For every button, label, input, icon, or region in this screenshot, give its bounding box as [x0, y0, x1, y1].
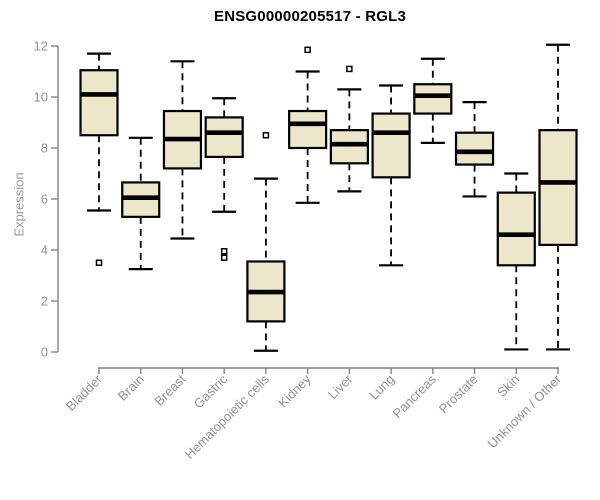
y-tick-label: 8: [41, 141, 48, 156]
y-tick-label: 10: [34, 90, 48, 105]
x-tick-label: Pancreas: [389, 371, 439, 421]
chart-title: ENSG00000205517 - RGL3: [213, 8, 406, 25]
x-tick-label: Breast: [151, 371, 188, 408]
box-unknown-other: [538, 129, 578, 246]
y-tick-label: 6: [41, 192, 48, 207]
box-prostate: [454, 131, 495, 166]
box-kidney: [288, 109, 328, 150]
box-bladder: [79, 69, 119, 137]
outlier-point-gastric: [220, 254, 228, 261]
x-tick-label: Gastric: [191, 371, 231, 411]
box-gastric: [204, 116, 244, 159]
x-tick-label: Prostate: [436, 372, 481, 417]
outlier-point-bladder: [95, 259, 103, 266]
outlier-point-kidney: [304, 46, 311, 54]
x-tick-label: Unknown / Other: [485, 371, 565, 451]
x-tick-label: Kidney: [275, 371, 314, 410]
box-liver: [329, 129, 369, 165]
x-tick-label: Brain: [115, 372, 147, 404]
outlier-point-gastric: [220, 248, 228, 255]
box-lung: [371, 112, 411, 179]
box-skin: [496, 191, 536, 267]
y-tick-label: 2: [41, 294, 48, 309]
box-pancreas: [413, 83, 453, 115]
x-tick-label: Bladder: [63, 371, 106, 414]
outlier-point-liver: [346, 65, 353, 73]
y-tick-label: 0: [41, 345, 48, 360]
x-tick-label: Liver: [325, 371, 356, 402]
x-tick-label: Skin: [494, 372, 522, 400]
y-axis-label: Expression: [11, 172, 27, 237]
x-tick-label: Lung: [366, 372, 397, 403]
y-tick-label: 12: [34, 39, 48, 54]
outlier-point-hematopoietic-cells: [262, 132, 270, 139]
y-tick-label: 4: [41, 243, 48, 258]
